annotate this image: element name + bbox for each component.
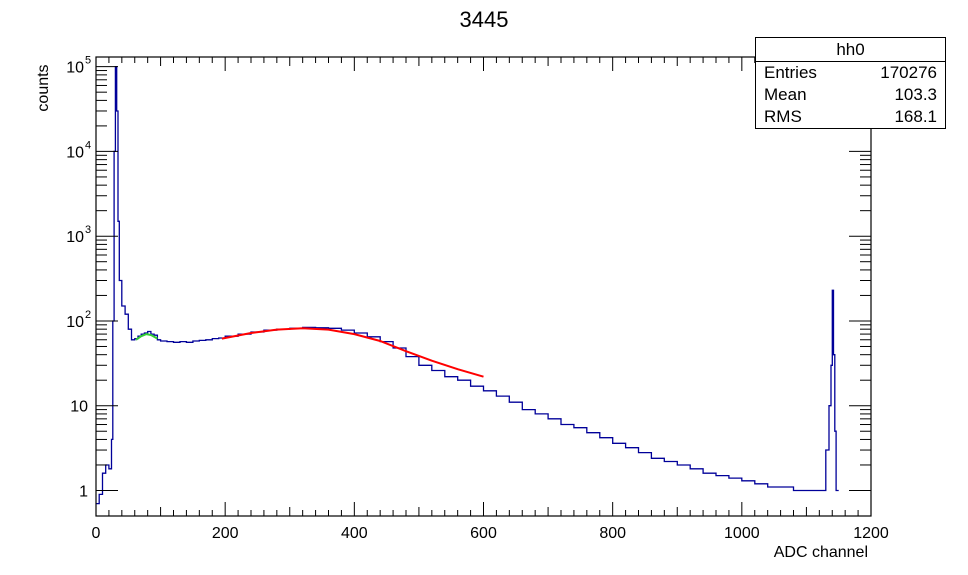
stats-header: hh0 — [756, 38, 945, 62]
y-tick-label: 1 — [79, 483, 88, 500]
x-tick-label: 0 — [92, 525, 101, 542]
y-axis-label: counts — [35, 64, 52, 111]
x-tick-label: 400 — [341, 525, 368, 542]
x-tick-label: 200 — [212, 525, 239, 542]
y-tick-label: 10 — [66, 60, 84, 77]
y-tick-exponent: 5 — [85, 55, 91, 67]
fit-curve-1 — [221, 327, 484, 378]
x-tick-label: 800 — [599, 525, 626, 542]
y-tick-label: 10 — [70, 399, 88, 416]
stats-row-mean: Mean 103.3 — [756, 84, 945, 106]
histogram-series — [96, 66, 839, 505]
stats-rms-label: RMS — [764, 107, 802, 126]
y-tick-exponent: 4 — [85, 139, 91, 151]
stats-entries-value: 170276 — [880, 63, 937, 82]
chart-title: 3445 — [460, 7, 509, 32]
x-tick-label: 1200 — [853, 525, 889, 542]
y-tick-label: 10 — [66, 229, 84, 246]
stats-mean-label: Mean — [764, 85, 807, 104]
y-tick-exponent: 2 — [85, 309, 91, 321]
stats-rms-value: 168.1 — [894, 107, 937, 126]
x-tick-label: 600 — [470, 525, 497, 542]
y-tick-label: 10 — [66, 314, 84, 331]
stats-row-entries: Entries 170276 — [756, 62, 945, 84]
stats-box: hh0 Entries 170276 Mean 103.3 RMS 168.1 — [755, 37, 946, 129]
x-tick-label: 1000 — [724, 525, 760, 542]
fit-curve-0 — [135, 333, 158, 341]
plot-frame — [95, 56, 872, 517]
y-tick-label: 10 — [66, 144, 84, 161]
x-axis-label: ADC channel — [774, 544, 868, 561]
y-tick-exponent: 3 — [85, 224, 91, 236]
stats-entries-label: Entries — [764, 63, 817, 82]
stats-mean-value: 103.3 — [894, 85, 937, 104]
stats-row-rms: RMS 168.1 — [756, 106, 945, 128]
